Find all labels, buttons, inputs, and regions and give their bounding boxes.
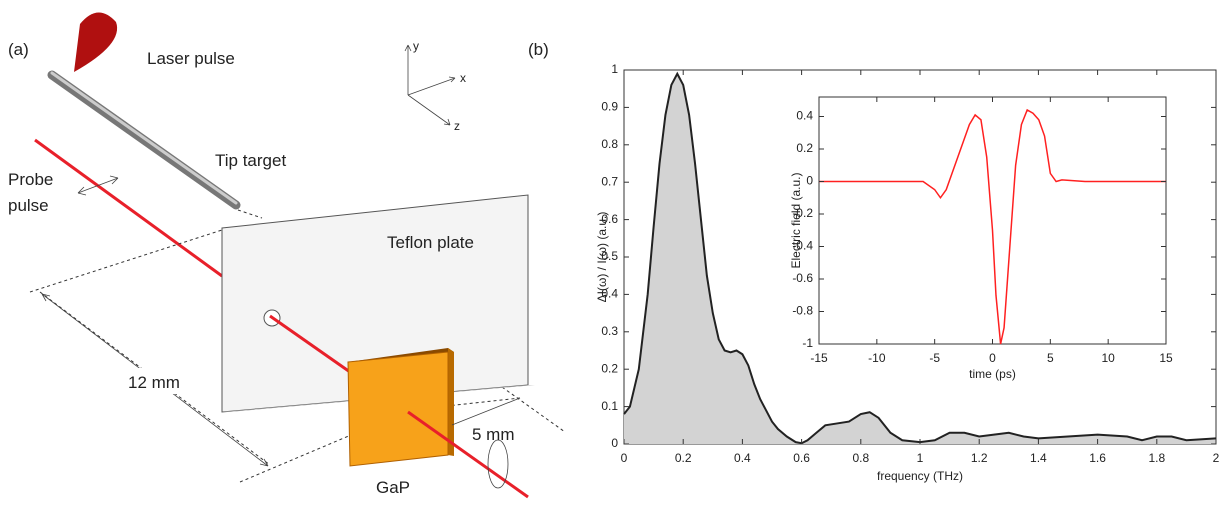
x-axis-label: frequency (THz) [877, 469, 963, 483]
crystal-side [448, 348, 454, 456]
panel-label: (b) [528, 40, 549, 59]
x-tick-label: 0 [989, 351, 996, 365]
y-tick-label: -0.6 [792, 271, 813, 285]
label: Laser pulse [147, 49, 235, 68]
x-tick-label: 5 [1047, 351, 1054, 365]
y-tick-label: 0.7 [601, 174, 618, 188]
plot-area [818, 96, 1167, 345]
y-tick-label: 0.3 [601, 324, 618, 338]
tip-highlight [50, 71, 238, 205]
area-fill [624, 73, 1216, 445]
chart: -15 -10 -5 0 5 10 15 -1 -0.8 -0.6 -0.4 -0.2 0 0.2 0.4 t… [789, 96, 1173, 381]
polarization-arrow [77, 175, 119, 196]
x-tick-label: 1.4 [1030, 451, 1047, 465]
y-tick-label: 0.8 [601, 137, 618, 151]
guide-line [29, 209, 566, 483]
x-tick-label: -10 [868, 351, 886, 365]
x-tick-label: 1.8 [1148, 451, 1165, 465]
tip-target [47, 70, 241, 210]
panel-label: (a) [8, 40, 29, 59]
y-tick-label: 0.9 [601, 100, 618, 114]
probe-beam [34, 138, 223, 278]
x-tick-label: -15 [810, 351, 828, 365]
diagram: (a) (b) Laser pulse Tip target Probe pul… [8, 12, 566, 499]
x-tick-label: 1.6 [1089, 451, 1106, 465]
dimension-arrow [451, 397, 521, 426]
probe-beam [407, 410, 529, 499]
x-tick-label: 1 [917, 451, 924, 465]
y-tick-label: -0.2 [792, 206, 813, 220]
x-tick-label: -5 [929, 351, 940, 365]
x-tick-label: 0.2 [675, 451, 692, 465]
y-tick-label: 0.4 [601, 287, 618, 301]
label: Probe [8, 170, 53, 189]
y-tick-label: 0.5 [601, 249, 618, 263]
x-axis-label: time (ps) [969, 367, 1016, 381]
laser-cone [74, 12, 118, 73]
label: pulse [8, 196, 49, 215]
y-tick-label: 0 [611, 436, 618, 450]
y-tick-label: 0.4 [796, 109, 813, 123]
x-tick-label: 2 [1213, 451, 1220, 465]
line [819, 108, 1166, 345]
rotation-mark [487, 439, 509, 489]
line [623, 71, 1217, 445]
y-tick-label: 0.2 [796, 141, 813, 155]
x-tick-label: 0 [621, 451, 628, 465]
label: 12 mm [128, 373, 180, 392]
x-tick-label: 0.6 [793, 451, 810, 465]
y-tick-label: 0.1 [601, 399, 618, 413]
y-tick-label: 0.6 [601, 212, 618, 226]
label: GaP [376, 478, 410, 497]
y-tick-label: -0.4 [792, 239, 813, 253]
label: 5 mm [472, 425, 515, 444]
y-axis-label: Electric field (a.u.) [789, 172, 803, 268]
y-tick-label: 0 [806, 174, 813, 188]
axis-name: x [460, 71, 466, 85]
x-tick-label: 15 [1159, 351, 1173, 365]
axis-name: z [454, 119, 460, 133]
gap-crystal [347, 351, 449, 467]
y-tick-label: -1 [802, 336, 813, 350]
label: Teflon plate [387, 233, 474, 252]
y-tick-label: 1 [611, 62, 618, 76]
x-tick-label: 1.2 [971, 451, 988, 465]
label-bg [118, 368, 198, 394]
y-tick-label: -0.8 [792, 304, 813, 318]
x-tick-label: 0.4 [734, 451, 751, 465]
axis-name: y [413, 39, 419, 53]
x-tick-label: 10 [1101, 351, 1115, 365]
label: Tip target [215, 151, 286, 170]
x-tick-label: 0.8 [852, 451, 869, 465]
y-tick-label: 0.2 [601, 361, 618, 375]
y-axis-label: ΔI(ω) / I(ω) (a.u.) [595, 212, 609, 303]
probe-beam [269, 314, 351, 374]
coordinate-axes [404, 44, 456, 126]
